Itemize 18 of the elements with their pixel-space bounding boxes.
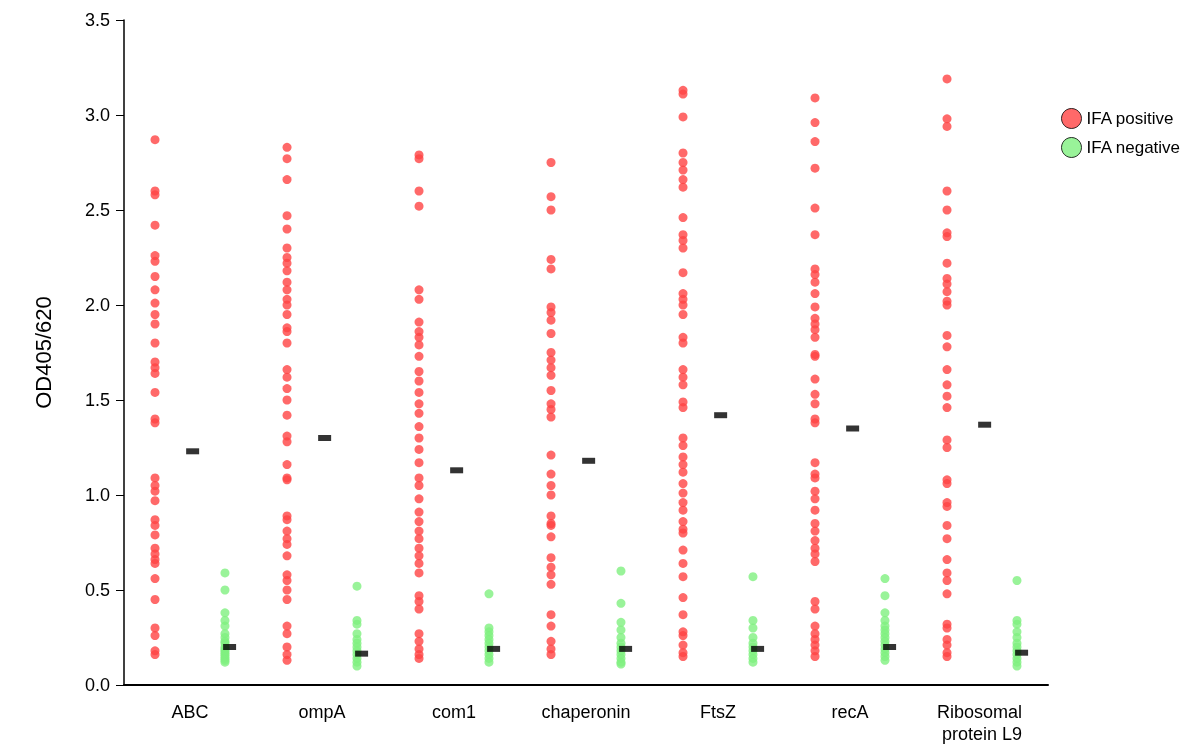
x-tick-label: com1 [431, 702, 477, 722]
y-tick-label: 2.5 [84, 200, 110, 220]
y-tick-label: 0.5 [84, 580, 110, 600]
y-tick-label: 3.5 [84, 10, 110, 30]
y-tick-label: 2.0 [84, 295, 110, 315]
x-tick-label: Ribosomal protein L9 [936, 702, 1028, 744]
x-tick-label: ABC [171, 702, 209, 722]
legend-label: IFA positive [1086, 109, 1174, 128]
x-tick-label: ompA [298, 702, 346, 722]
x-tick-label: chaperonin [541, 702, 631, 722]
y-tick-label: 1.0 [84, 485, 110, 505]
y-tick-label: 0.0 [84, 675, 110, 695]
x-tick-label: recA [831, 702, 869, 722]
legend-label: IFA negative [1086, 138, 1181, 157]
x-tick-label: FtsZ [700, 702, 736, 722]
y-axis-title: OD405/620 [30, 296, 56, 409]
y-tick-label: 3.0 [84, 105, 110, 125]
y-tick-label: 1.5 [84, 390, 110, 410]
